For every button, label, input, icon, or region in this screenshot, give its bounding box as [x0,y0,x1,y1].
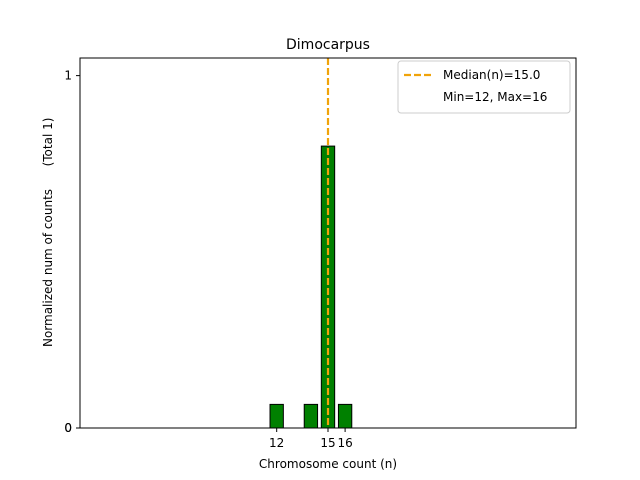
y-tick-label-0: 0 [64,421,72,435]
x-tick-label-12: 12 [269,436,284,450]
y-tick-label-1: 0 [64,421,72,435]
x-axis-label: Chromosome count (n) [259,457,397,471]
legend-box [397,60,571,114]
y-axis-label: Normalized num of counts [41,189,55,347]
y-ticks: 001 [64,69,80,435]
chart-title: Dimocarpus [286,37,370,53]
bars-layer [269,145,353,429]
x-ticks: 12 15 16 [269,428,353,450]
histogram-bar-14 [303,403,319,429]
x-tick-label-16: 16 [337,436,352,450]
histogram-bar-16 [337,403,353,429]
legend-minmax-entry: Min=12, Max=16 [443,90,547,104]
histogram-bar-12 [269,403,284,429]
legend: Median(n)=15.0 Min=12, Max=16 [397,60,571,114]
y-tick-label-2: 1 [64,69,72,83]
x-tick-label-15: 15 [320,436,335,450]
legend-median-entry: Median(n)=15.0 [443,68,540,82]
y-axis-total-note: (Total 1) [41,118,55,167]
